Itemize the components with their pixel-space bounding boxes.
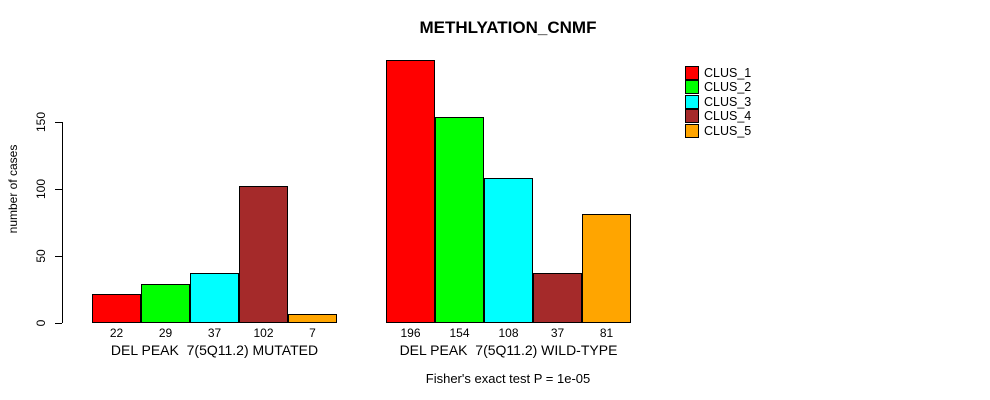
legend-label: CLUS_4 xyxy=(704,109,752,124)
legend-swatch-clus_1 xyxy=(685,66,699,80)
bar-clus_2-group2 xyxy=(435,116,484,323)
legend-item: CLUS_5 xyxy=(685,123,752,138)
legend-swatch-clus_2 xyxy=(685,80,699,95)
y-tick xyxy=(55,323,62,324)
legend-label: CLUS_3 xyxy=(704,94,752,109)
bar-value-label: 29 xyxy=(158,326,173,340)
legend-item: CLUS_2 xyxy=(685,80,752,95)
legend-item: CLUS_1 xyxy=(685,66,751,80)
y-tick xyxy=(55,256,62,257)
y-tick-label: 100 xyxy=(34,178,48,200)
legend-swatch-clus_3 xyxy=(685,94,699,109)
legend-label: CLUS_2 xyxy=(704,80,752,95)
group-label: DEL PEAK 7(5Q11.2) WILD-TYPE xyxy=(399,342,618,358)
fisher-note: Fisher's exact test P = 1e-05 xyxy=(425,371,591,386)
bar-value-label: 22 xyxy=(109,326,124,340)
bar-clus_3-group1 xyxy=(190,273,239,323)
bar-clus_1-group2 xyxy=(386,60,435,323)
bar-value-label: 196 xyxy=(400,326,421,340)
y-tick-label: 150 xyxy=(34,111,48,133)
bar-value-label: 81 xyxy=(599,326,614,340)
legend-swatch-clus_4 xyxy=(685,109,699,124)
bar-clus_3-group2 xyxy=(484,178,533,323)
bar-clus_4-group1 xyxy=(239,186,288,323)
group-label: DEL PEAK 7(5Q11.2) MUTATED xyxy=(110,342,319,358)
legend-swatch-clus_5 xyxy=(685,123,699,138)
bar-clus_2-group1 xyxy=(141,284,190,323)
bar-value-label: 102 xyxy=(253,326,274,340)
bar-value-label: 37 xyxy=(207,326,222,340)
legend-item: CLUS_4 xyxy=(685,109,752,124)
y-tick xyxy=(55,189,62,190)
legend-label: CLUS_5 xyxy=(704,123,752,138)
bar-value-label: 7 xyxy=(309,326,316,340)
bar-value-label: 37 xyxy=(550,326,565,340)
legend-item: CLUS_3 xyxy=(685,94,752,109)
legend-label: CLUS_1 xyxy=(704,66,752,80)
y-axis-line xyxy=(62,122,63,323)
y-tick xyxy=(55,122,62,123)
chart-title: METHLYATION_CNMF xyxy=(419,18,597,37)
bar-clus_5-group1 xyxy=(288,313,337,323)
bar-value-label: 154 xyxy=(449,326,470,340)
y-tick-label: 0 xyxy=(34,319,48,327)
y-tick-label: 50 xyxy=(34,249,48,263)
bar-value-label: 108 xyxy=(498,326,519,340)
bar-clus_5-group2 xyxy=(582,214,631,323)
y-axis-label: number of cases xyxy=(6,144,20,234)
bar-clus_4-group2 xyxy=(533,273,582,323)
bar-clus_1-group1 xyxy=(92,293,141,323)
